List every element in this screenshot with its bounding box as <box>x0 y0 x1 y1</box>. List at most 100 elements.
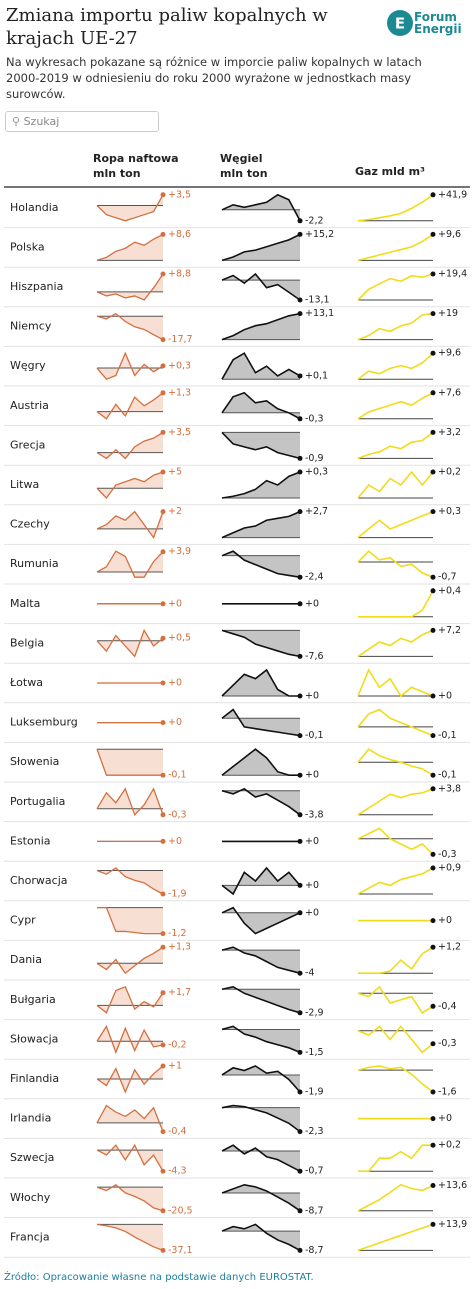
country: Polska <box>10 240 45 253</box>
end-label: +0 <box>305 691 319 702</box>
end-dot <box>430 786 436 792</box>
end-label: -0,1 <box>168 770 187 781</box>
end-dot <box>160 509 166 515</box>
sparkline <box>221 668 300 697</box>
sparkline <box>221 1065 301 1093</box>
end-label: +9,6 <box>438 348 461 359</box>
end-label: +0,4 <box>438 585 461 596</box>
end-label: +0,3 <box>168 360 191 371</box>
sparkline <box>96 1065 164 1094</box>
end-label: -0,7 <box>438 572 457 583</box>
end-dot <box>297 311 303 317</box>
end-dot <box>297 970 303 976</box>
end-label: -0,1 <box>305 730 324 741</box>
end-label: -4 <box>305 968 314 979</box>
sparkline <box>96 748 163 776</box>
country: Malta <box>10 597 40 610</box>
sparkline <box>97 906 163 935</box>
end-dot <box>430 851 436 857</box>
sparkline <box>96 471 164 500</box>
search-placeholder: Szukaj <box>23 115 60 128</box>
sparkline <box>96 273 164 301</box>
sparkline <box>357 194 434 222</box>
end-label: +15,2 <box>305 229 334 240</box>
sparkline <box>221 233 301 262</box>
end-label: +0 <box>305 880 319 891</box>
end-dot <box>430 390 436 396</box>
sparkline <box>96 1143 164 1172</box>
end-label: +0 <box>305 836 319 847</box>
country: Finlandia <box>10 1072 59 1085</box>
end-dot <box>160 812 166 818</box>
sparkline <box>96 550 164 578</box>
end-dot <box>297 772 303 778</box>
end-label: +0 <box>305 907 319 918</box>
sparkline <box>357 629 434 658</box>
end-dot <box>160 931 166 937</box>
sparkline <box>357 470 434 499</box>
sparkline <box>358 590 434 618</box>
sparkline <box>221 1025 301 1054</box>
end-label: +8,6 <box>168 229 191 240</box>
sparkline <box>221 629 301 658</box>
end-dot <box>160 601 166 607</box>
end-label: +2 <box>168 506 182 517</box>
end-label: -0,3 <box>438 1038 457 1049</box>
sparkline <box>221 272 301 301</box>
sparkline <box>221 1144 301 1172</box>
end-label: -0,2 <box>168 1039 187 1050</box>
country: Słowenia <box>10 755 59 768</box>
end-dot <box>297 373 303 379</box>
end-dot <box>160 390 166 396</box>
column-header: Węgiel <box>220 152 262 165</box>
area <box>222 907 300 934</box>
area <box>222 1026 300 1053</box>
sparkline <box>96 312 164 341</box>
logo-text: Energii <box>414 22 462 36</box>
sparkline <box>96 1024 164 1055</box>
end-dot <box>160 549 166 555</box>
area <box>222 868 300 894</box>
column-header: Ropa naftowa <box>93 152 179 165</box>
country: Niemcy <box>10 320 52 333</box>
end-dot <box>297 455 303 461</box>
end-dot <box>160 944 166 950</box>
end-label: +0,3 <box>438 506 461 517</box>
area <box>97 1224 163 1251</box>
country: Łotwa <box>9 676 43 689</box>
end-dot <box>160 469 166 475</box>
end-dot <box>160 1208 166 1214</box>
end-label: -0,9 <box>305 453 324 464</box>
end-label: -1,9 <box>168 889 187 900</box>
end-label: +13,9 <box>438 1219 467 1230</box>
country: Estonia <box>10 834 51 847</box>
area <box>97 1105 163 1132</box>
sparkline <box>96 351 164 380</box>
sparkline <box>221 748 300 777</box>
sparkline <box>221 866 301 896</box>
area <box>222 1105 300 1132</box>
end-dot <box>297 297 303 303</box>
end-dot <box>160 429 166 435</box>
column-header: Gaz mld m³ <box>355 165 425 178</box>
country: Austria <box>10 399 49 412</box>
country: Cypr <box>10 914 36 927</box>
end-dot <box>430 311 436 317</box>
sparkline <box>221 391 301 420</box>
sparkline <box>357 1183 434 1212</box>
end-dot <box>297 1089 303 1095</box>
end-dot <box>430 509 436 515</box>
area <box>97 194 163 221</box>
area <box>222 630 300 657</box>
end-dot <box>430 1089 436 1095</box>
area <box>222 947 300 974</box>
end-label: +0 <box>168 717 182 728</box>
country: Dania <box>10 953 42 966</box>
country: Grecja <box>10 438 45 451</box>
sparkline <box>357 510 434 539</box>
country: Włochy <box>10 1191 51 1204</box>
sparkline <box>221 1223 301 1252</box>
sparkline <box>221 431 301 460</box>
search-input[interactable]: ⚲ Szukaj <box>5 111 159 132</box>
sparkline <box>96 1183 164 1212</box>
